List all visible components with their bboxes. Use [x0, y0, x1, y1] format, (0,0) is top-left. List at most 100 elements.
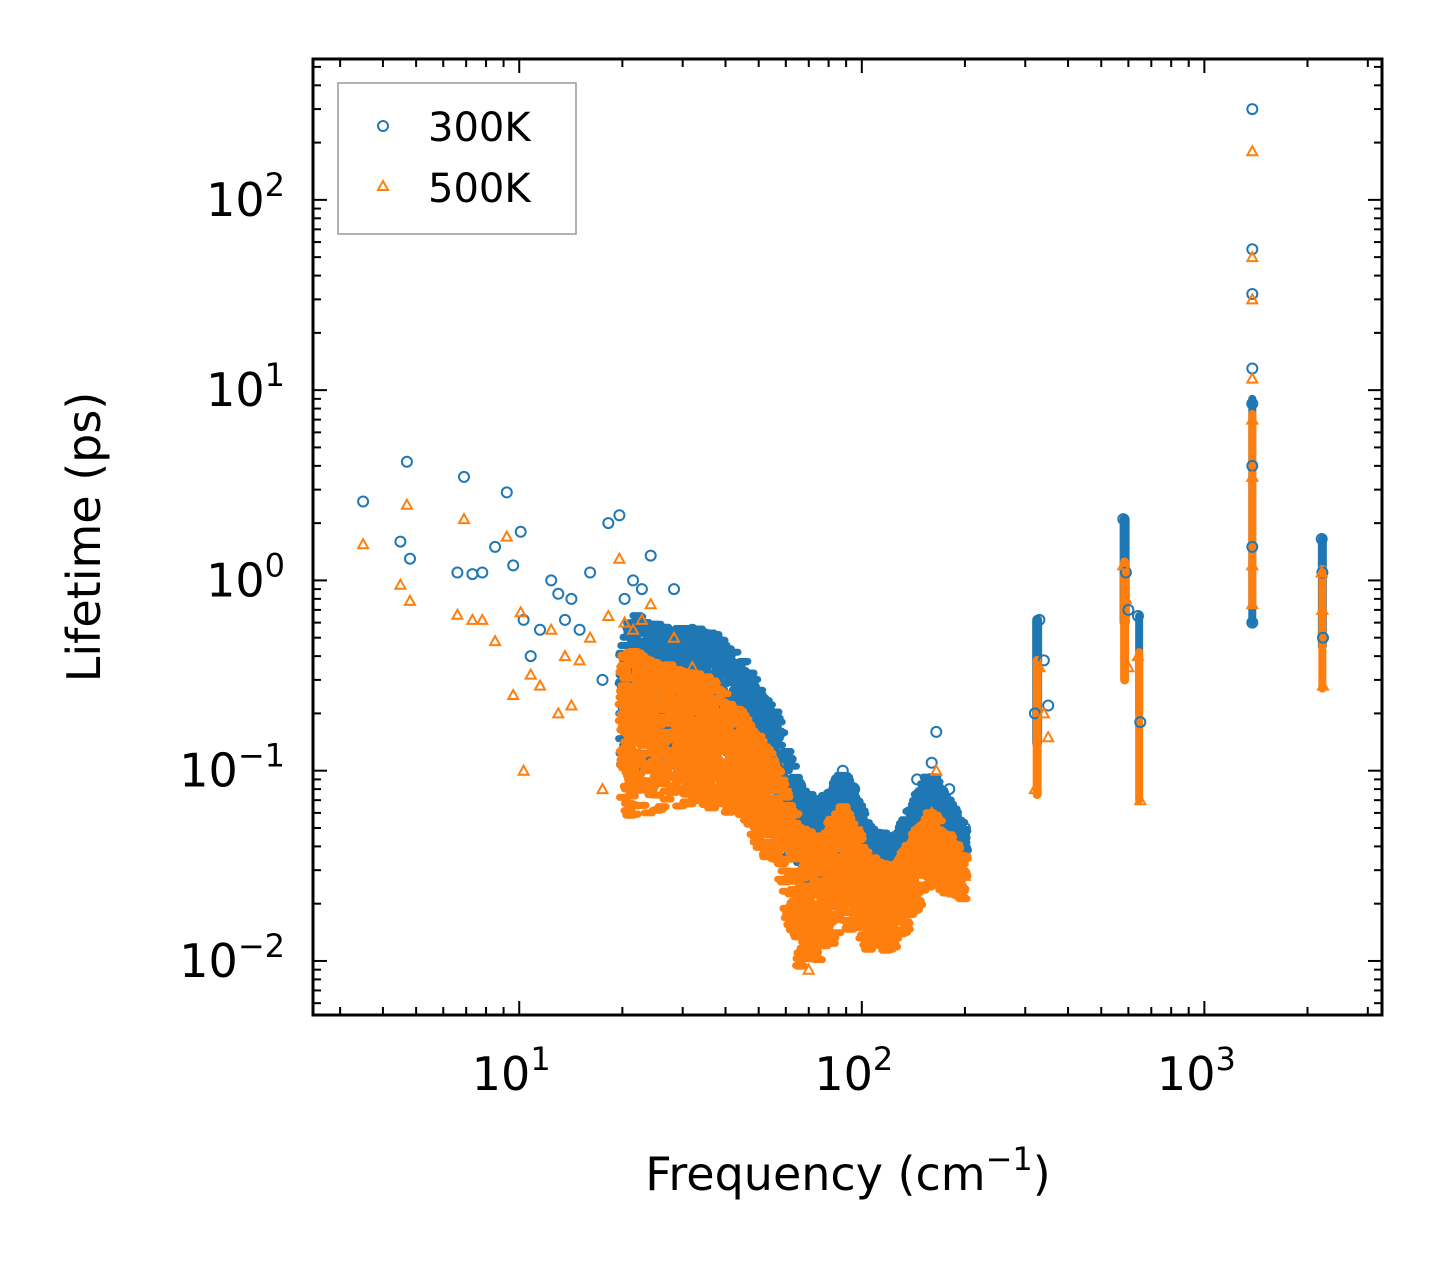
- data-point: [1246, 616, 1259, 629]
- data-point: [1028, 707, 1041, 720]
- data-point: [1246, 243, 1259, 256]
- data-point: [558, 649, 572, 662]
- data-point: [516, 763, 531, 776]
- data-point: [514, 525, 527, 538]
- data-point: [1246, 540, 1259, 553]
- data-point: [564, 698, 579, 711]
- y-tick-label: 10−1: [179, 737, 285, 798]
- data-point: [583, 630, 597, 643]
- data-point: [533, 678, 547, 691]
- data-point: [1119, 566, 1132, 579]
- y-tick-labels: 10−2 10−1 100 101 102: [179, 166, 285, 988]
- data-point: [394, 535, 407, 548]
- data-point: [644, 549, 657, 562]
- legend: 300K 500K: [337, 82, 577, 235]
- data-point: [465, 612, 480, 625]
- data-point: [1317, 631, 1329, 644]
- data-point: [925, 805, 939, 818]
- data-point: [506, 687, 520, 700]
- data-point: [894, 878, 908, 891]
- data-point: [836, 820, 850, 833]
- data-point: [534, 623, 546, 636]
- data-point: [655, 623, 668, 636]
- data-point: [1033, 613, 1046, 626]
- data-point: [458, 470, 470, 483]
- x-tick-label: 102: [814, 1040, 893, 1101]
- data-point: [488, 634, 502, 647]
- data-point: [1121, 660, 1136, 673]
- data-point: [1315, 602, 1330, 615]
- data-point: [1037, 706, 1051, 719]
- data-point: [822, 788, 835, 801]
- data-point: [1245, 144, 1259, 157]
- data-point: [507, 559, 520, 572]
- data-point: [451, 566, 464, 579]
- data-point: [1134, 716, 1147, 729]
- data-point: [500, 529, 514, 542]
- data-point: [943, 783, 956, 796]
- data-point: [1245, 250, 1259, 263]
- data-point: [876, 830, 889, 843]
- data-point: [1117, 513, 1130, 526]
- data-point: [514, 605, 528, 618]
- data-point: [779, 756, 792, 769]
- data-point: [848, 783, 861, 796]
- data-point: [626, 622, 640, 635]
- data-point: [654, 660, 669, 673]
- data-point: [617, 615, 632, 628]
- data-point: [1316, 678, 1330, 691]
- data-point: [559, 613, 571, 626]
- data-point: [847, 850, 861, 863]
- x-tick-labels: 101 102 103: [472, 1040, 1236, 1101]
- data-point: [894, 822, 907, 834]
- data-point: [524, 667, 538, 680]
- x-tick-label: 103: [1157, 1040, 1236, 1101]
- legend-box: [337, 82, 577, 235]
- data-point: [404, 552, 416, 565]
- data-point: [736, 706, 750, 719]
- data-point: [1119, 591, 1133, 604]
- data-point: [1246, 103, 1259, 116]
- data-point: [1245, 558, 1259, 571]
- data-point: [1315, 533, 1328, 545]
- data-point: [958, 822, 971, 834]
- y-tick-label: 102: [206, 166, 285, 227]
- dense-data-clouds: [614, 394, 1327, 970]
- data-point: [475, 612, 489, 625]
- data-point: [958, 868, 972, 881]
- data-point: [596, 673, 609, 686]
- data-point: [572, 653, 587, 666]
- data-point: [476, 566, 489, 579]
- series-500K: [356, 144, 1330, 975]
- data-cloud: [614, 648, 972, 970]
- data-point: [1246, 288, 1259, 300]
- data-point: [1315, 565, 1329, 578]
- data-point: [403, 593, 417, 606]
- data-point: [1246, 397, 1259, 410]
- data-point: [930, 725, 943, 738]
- data-point: [875, 896, 890, 909]
- data-point: [686, 623, 699, 636]
- data-point: [1133, 793, 1147, 806]
- data-point: [635, 612, 649, 625]
- data-point: [836, 764, 849, 777]
- data-point: [1245, 371, 1259, 384]
- data-point: [393, 577, 408, 590]
- data-point: [644, 597, 658, 610]
- data-point: [1042, 699, 1055, 712]
- data-point: [942, 839, 956, 852]
- data-point: [1132, 610, 1144, 622]
- data-point: [719, 650, 732, 663]
- data-point: [802, 962, 816, 975]
- y-tick-label: 100: [206, 546, 285, 607]
- data-point: [779, 805, 793, 818]
- data-point: [703, 678, 717, 691]
- data-point: [1245, 412, 1259, 425]
- data-point: [565, 592, 578, 605]
- legend-marker-300k: [377, 120, 389, 132]
- data-point: [489, 540, 502, 553]
- data-point: [911, 773, 924, 786]
- data-point: [635, 583, 648, 596]
- legend-label-500k: 500K: [428, 166, 532, 212]
